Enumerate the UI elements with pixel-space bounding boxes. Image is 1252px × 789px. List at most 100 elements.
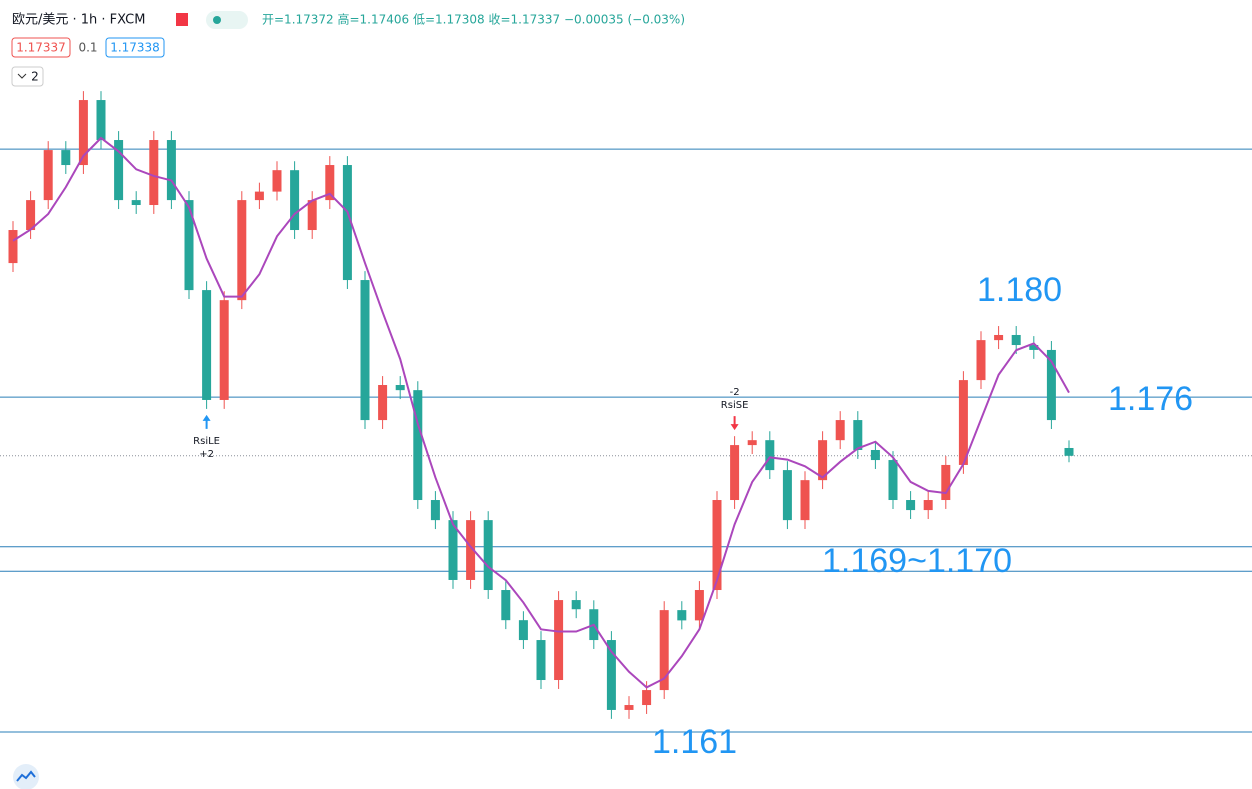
signal-arrow (202, 414, 211, 429)
ask-box (105, 37, 165, 58)
candle-body (26, 200, 36, 231)
candle-body (254, 191, 264, 201)
candle-body (430, 500, 440, 521)
signal-label: RsiLE (193, 436, 220, 447)
candle (818, 431, 828, 490)
candle-body (342, 165, 352, 281)
candle-body (571, 600, 581, 610)
symbol-title: 欧元/美元 · 1h · FXCM (12, 13, 145, 28)
candle-body (642, 690, 652, 706)
candle-body (61, 150, 71, 166)
candle (395, 376, 405, 400)
candle (78, 91, 88, 174)
candle-body (325, 165, 335, 201)
candle (571, 591, 581, 619)
candle (430, 491, 440, 530)
candle-body (219, 300, 229, 400)
candle (518, 611, 528, 649)
annotation: 1.180 (977, 271, 1062, 309)
candle-body (448, 520, 458, 580)
candle (554, 591, 564, 689)
annotation: 1.161 (652, 723, 737, 761)
candle-body (272, 170, 282, 192)
candle (1046, 341, 1056, 430)
candle-body (184, 200, 194, 291)
candle-body (765, 440, 775, 471)
candle (114, 131, 124, 210)
candle (166, 131, 176, 210)
candle-body (976, 340, 986, 381)
candle (941, 456, 951, 509)
spread: 0.1 (78, 41, 97, 55)
candle-body (114, 140, 124, 201)
candle (466, 511, 476, 589)
candle (835, 411, 845, 450)
candle-body (554, 600, 564, 681)
candle (26, 191, 36, 239)
candle (976, 331, 986, 390)
candle-body (624, 705, 634, 710)
candle (765, 431, 775, 480)
candle-body (800, 480, 810, 521)
candle-body (994, 334, 1004, 341)
indicator-toggle[interactable] (11, 66, 44, 87)
candle-body (730, 445, 740, 501)
candle (730, 436, 740, 509)
logo-mark (16, 770, 36, 782)
signal-label: RsiSE (721, 400, 749, 411)
candle (43, 141, 53, 210)
candle (747, 431, 757, 455)
candle-body (677, 610, 687, 621)
candle-body (8, 230, 18, 264)
candle-body (166, 140, 176, 201)
candle-body (360, 280, 370, 421)
candle (254, 182, 264, 210)
candle (272, 161, 282, 201)
candle (800, 471, 810, 530)
candle (1029, 336, 1039, 359)
candle (501, 581, 511, 630)
candle (870, 441, 880, 469)
moving-average (12, 136, 1070, 689)
status-dot (213, 16, 221, 24)
candle (360, 271, 370, 430)
candle (994, 326, 1004, 350)
candle-body (941, 464, 951, 501)
candle (888, 451, 898, 509)
candle (536, 631, 546, 689)
candle-body (1064, 447, 1074, 456)
candle-body (483, 520, 493, 591)
candle-body (202, 290, 212, 400)
annotation: 1.176 (1108, 380, 1193, 418)
candle (853, 411, 863, 459)
candle (8, 221, 18, 273)
candle (307, 191, 317, 239)
candle (290, 161, 300, 239)
candle (1064, 440, 1074, 463)
candle-body (378, 385, 388, 421)
candle (958, 371, 968, 474)
chevron-icon (17, 73, 27, 79)
candle-body (835, 420, 845, 441)
candle-body (237, 200, 247, 301)
candle-body (43, 150, 53, 201)
ask-price: 1.17338 (110, 41, 160, 55)
candle (149, 131, 159, 214)
candle (219, 291, 229, 409)
signal-qty: -2 (730, 387, 740, 398)
candle-body (395, 385, 405, 391)
candle-body (1011, 334, 1021, 346)
flag-icon (176, 13, 188, 26)
candle-body (466, 520, 476, 580)
candle-body (906, 500, 916, 511)
candle (202, 281, 212, 409)
candle-body (853, 420, 863, 450)
candle (677, 601, 687, 630)
candle-body (1029, 345, 1039, 350)
candle (659, 601, 669, 700)
candle-body (782, 470, 792, 521)
candle (61, 141, 71, 174)
candle-body (307, 200, 317, 231)
